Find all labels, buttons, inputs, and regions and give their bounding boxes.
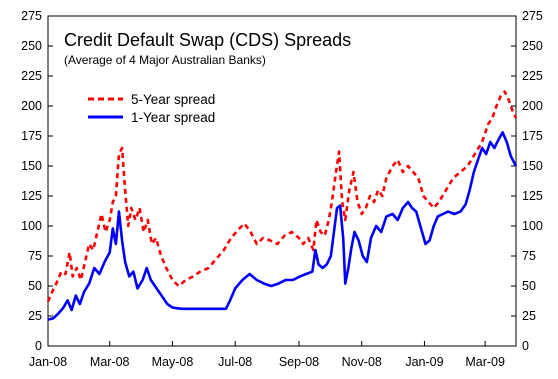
- y-tick-label-right: 150: [522, 159, 543, 173]
- x-tick-label: Jul-08: [218, 355, 252, 369]
- series-line-1-year: [47, 131, 518, 321]
- y-tick-label-right: 250: [522, 39, 543, 53]
- series-line-5-year: [46, 90, 518, 303]
- y-tick-label-right: 125: [522, 189, 543, 203]
- x-tick-label: May-08: [152, 355, 194, 369]
- y-tick-label-right: 25: [522, 309, 536, 323]
- y-tick-label-right: 275: [522, 9, 543, 23]
- y-tick-label-left: 175: [21, 129, 42, 143]
- y-tick-label-left: 75: [28, 249, 42, 263]
- chart-subtitle: (Average of 4 Major Australian Banks): [64, 53, 266, 67]
- y-tick-label-right: 225: [522, 69, 543, 83]
- plot-frame: [47, 15, 517, 347]
- legend-label-5-year: 5-Year spread: [131, 92, 215, 107]
- y-tick-label-left: 125: [21, 189, 42, 203]
- y-tick-label-right: 100: [522, 219, 543, 233]
- legend: 5-Year spread 1-Year spread: [88, 92, 215, 125]
- series-layer: [46, 90, 518, 321]
- x-tick-label: Nov-08: [342, 355, 382, 369]
- x-tick-label: Mar-09: [465, 355, 505, 369]
- legend-label-1-year: 1-Year spread: [131, 110, 215, 125]
- y-tick-label-left: 275: [21, 9, 42, 23]
- y-tick-label-left: 0: [35, 339, 42, 353]
- x-tick-label: Jan-08: [29, 355, 67, 369]
- y-tick-label-left: 100: [21, 219, 42, 233]
- y-tick-label-left: 200: [21, 99, 42, 113]
- x-axis: Jan-08 Mar-08 May-08 Jul-08 Sep-08 Nov-08 Jan-…: [29, 341, 505, 369]
- y-axis-left: 0 25 50 75 100 125 150 175 200 225 250 275: [21, 9, 53, 353]
- y-tick-label-left: 225: [21, 69, 42, 83]
- y-tick-label-left: 25: [28, 309, 42, 323]
- y-axis-right: 0 25 50 75 100 125 150 175 200 225 250 275: [511, 9, 543, 353]
- y-tick-label-left: 250: [21, 39, 42, 53]
- y-tick-label-right: 0: [522, 339, 529, 353]
- chart-title: Credit Default Swap (CDS) Spreads: [64, 30, 351, 50]
- x-tick-label: Sep-08: [279, 355, 319, 369]
- y-tick-label-right: 75: [522, 249, 536, 263]
- x-tick-label: Mar-08: [90, 355, 130, 369]
- x-tick-label: Jan-09: [405, 355, 443, 369]
- y-tick-label-right: 175: [522, 129, 543, 143]
- y-tick-label-right: 50: [522, 279, 536, 293]
- y-tick-label-left: 50: [28, 279, 42, 293]
- y-tick-label-right: 200: [522, 99, 543, 113]
- y-tick-label-left: 150: [21, 159, 42, 173]
